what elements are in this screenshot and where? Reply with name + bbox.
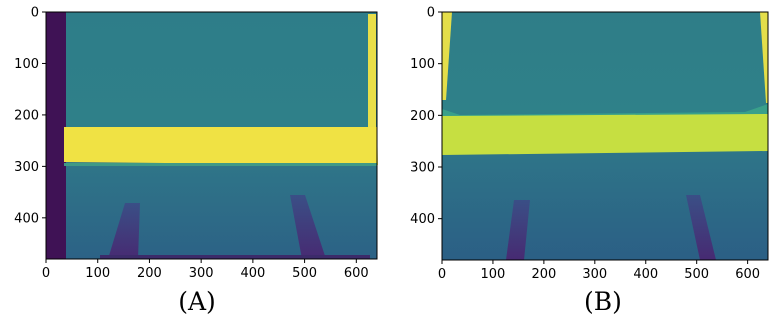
panel-a-y-tick-label: 0: [31, 6, 39, 21]
panel-a-bottom-edge: [100, 255, 370, 259]
panel-b-x-tick-label: 300: [582, 267, 607, 282]
panel-a-x-tick-label: 600: [344, 266, 369, 281]
panel-b-frame: [441, 11, 769, 261]
panel-a-yellow-beam: [64, 127, 378, 165]
panel-b-y-tick-label: 200: [410, 109, 435, 124]
panel-a-left-leg: [108, 203, 140, 259]
panel-b-x-tick-label: 500: [684, 267, 709, 282]
panel-a-x-tick-label: 0: [42, 266, 50, 281]
panel-b-x-tick-label: 0: [438, 267, 446, 282]
panel-b-left-post: [442, 12, 452, 100]
panel-b-x-tick-label: 100: [481, 267, 506, 282]
caption-b: (B): [584, 287, 622, 316]
panel-b-yellow-beam: [442, 114, 768, 155]
panel-b-x-tick-label: 200: [531, 267, 556, 282]
panel-a-y-tick-label: 100: [14, 57, 39, 72]
panel-b-right-leg: [686, 195, 716, 260]
panel-b-y-tick-label: 100: [410, 57, 435, 72]
panel-b-y-tick-label: 0: [427, 6, 435, 21]
caption-a: (A): [178, 287, 216, 316]
panel-a-left-strip: [46, 12, 66, 259]
panel-a-image: [45, 11, 378, 260]
panel-b-image: [441, 11, 769, 261]
panel-a-x-tick-label: 100: [85, 266, 110, 281]
panel-b-x-tick-label: 600: [735, 267, 760, 282]
panel-b-x-tick-label: 400: [633, 267, 658, 282]
panel-a-y-tick-label: 200: [14, 108, 39, 123]
panel-a-x-tick-label: 500: [292, 266, 317, 281]
panel-a-x-tick-label: 400: [240, 266, 265, 281]
panel-b-y-tick-label: 300: [410, 161, 435, 176]
panel-a-beam-edge: [64, 163, 377, 166]
axes: 0 100 200 300 400 500 600 0 100 200 300 400 0 100 200 3…: [14, 6, 760, 283]
panel-a-x-tick-label: 200: [137, 266, 162, 281]
panel-b-y-tick-label: 400: [410, 212, 435, 227]
panel-a-frame: [45, 11, 378, 260]
panel-a-y-tick-label: 400: [14, 211, 39, 226]
panel-b-left-leg: [506, 200, 530, 260]
panel-b-right-post: [760, 12, 768, 103]
panel-a-x-tick-label: 300: [189, 266, 214, 281]
panel-a-right-post: [368, 14, 376, 166]
panel-a-y-tick-label: 300: [14, 160, 39, 175]
panel-a-right-leg: [290, 195, 326, 259]
